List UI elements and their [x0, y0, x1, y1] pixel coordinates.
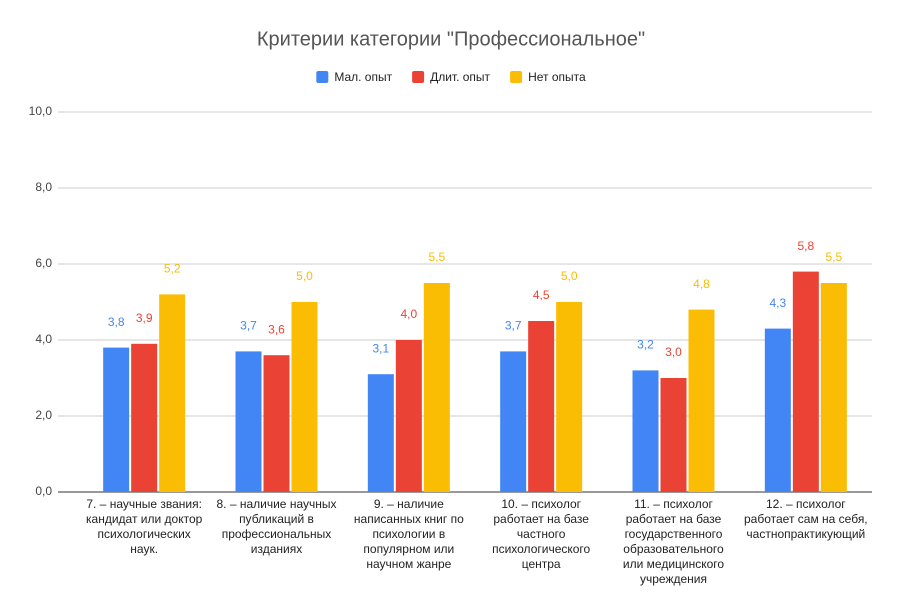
value-label: 3,7 [240, 319, 257, 333]
bar [235, 351, 262, 492]
legend-label: Мал. опыт [334, 70, 392, 84]
legend-label: Длит. опыт [430, 70, 490, 84]
value-label: 5,8 [797, 239, 814, 253]
bar [688, 309, 715, 492]
bar [395, 340, 422, 492]
value-label: 3,1 [372, 341, 389, 355]
legend-label: Нет опыта [528, 70, 586, 84]
bar [131, 343, 158, 492]
value-label: 5,0 [296, 269, 313, 283]
value-label: 3,9 [136, 311, 153, 325]
bar [367, 374, 394, 492]
y-tick-label: 8,0 [35, 180, 52, 194]
legend-swatch [510, 71, 523, 83]
bar [660, 378, 687, 492]
x-tick-label: 11. – психолог работает на базе государс… [622, 497, 725, 586]
bar [764, 328, 791, 492]
bar [263, 355, 290, 492]
x-tick-label: 9. – наличие написанных книг по психолог… [353, 497, 464, 571]
y-tick-label: 4,0 [35, 332, 52, 346]
y-tick-label: 2,0 [35, 408, 52, 422]
bar [632, 370, 659, 492]
bar [820, 283, 847, 492]
y-tick-label: 10,0 [29, 104, 53, 118]
x-tick-label: 8. – наличие научных публикаций в профес… [216, 497, 337, 556]
bar [291, 302, 318, 492]
legend-swatch [412, 71, 425, 83]
value-label: 5,5 [428, 250, 445, 264]
value-label: 5,2 [164, 262, 181, 276]
x-tick-label: 12. – психолог работает сам на себя, час… [744, 497, 868, 541]
bar [556, 302, 583, 492]
bar [500, 351, 527, 492]
bar [792, 271, 819, 492]
x-tick-label: 7. – научные звания: кандидат или доктор… [86, 497, 203, 556]
chart-title: Критерии категории "Профессиональное" [257, 28, 645, 50]
value-label: 4,5 [533, 288, 550, 302]
bar [528, 321, 555, 492]
value-label: 3,2 [637, 338, 654, 352]
value-label: 4,3 [769, 296, 786, 310]
value-label: 3,0 [665, 345, 682, 359]
y-tick-label: 0,0 [35, 484, 52, 498]
value-label: 4,8 [693, 277, 710, 291]
value-label: 5,5 [825, 250, 842, 264]
value-label: 5,0 [561, 269, 578, 283]
value-label: 3,7 [505, 319, 522, 333]
value-label: 3,6 [268, 322, 285, 336]
legend-swatch [316, 71, 329, 83]
y-tick-label: 6,0 [35, 256, 52, 270]
bar [423, 283, 450, 492]
bar [103, 347, 130, 492]
value-label: 3,8 [108, 315, 125, 329]
bar [159, 294, 186, 492]
x-tick-label: 10. – психолог работает на базе частного… [492, 497, 591, 571]
value-label: 4,0 [400, 307, 417, 321]
